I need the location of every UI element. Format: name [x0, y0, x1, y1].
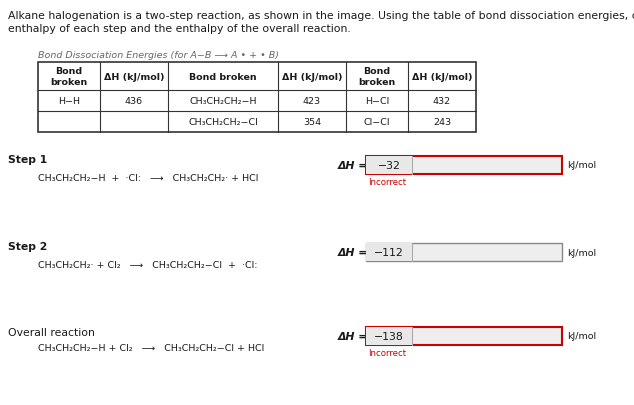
- Bar: [366, 327, 562, 345]
- Text: H−H: H−H: [58, 97, 80, 106]
- Bar: [38, 63, 476, 133]
- Text: kJ/mol: kJ/mol: [567, 248, 596, 257]
- Text: ΔH =: ΔH =: [338, 331, 368, 341]
- Text: Alkane halogenation is a two-step reaction, as shown in the image. Using the tab: Alkane halogenation is a two-step reacti…: [8, 11, 634, 21]
- Text: ΔH (kJ/mol): ΔH (kJ/mol): [104, 72, 164, 81]
- Text: Step 1: Step 1: [8, 155, 48, 164]
- Text: CH₃CH₂CH₂−H + Cl₂   ⟶   CH₃CH₂CH₂−Cl + HCl: CH₃CH₂CH₂−H + Cl₂ ⟶ CH₃CH₂CH₂−Cl + HCl: [38, 343, 264, 352]
- Text: 432: 432: [433, 97, 451, 106]
- Text: Bond
broken: Bond broken: [50, 67, 87, 87]
- Text: Step 2: Step 2: [8, 241, 48, 252]
- Bar: [366, 157, 412, 175]
- Text: Bond Dissociation Energies (for A−B ⟶ A • + • B): Bond Dissociation Energies (for A−B ⟶ A …: [38, 51, 279, 60]
- Text: −32: −32: [378, 161, 401, 171]
- Text: 436: 436: [125, 97, 143, 106]
- Text: 243: 243: [433, 118, 451, 127]
- Text: kJ/mol: kJ/mol: [567, 161, 596, 170]
- Text: enthalpy of each step and the enthalpy of the overall reaction.: enthalpy of each step and the enthalpy o…: [8, 24, 351, 34]
- Text: ΔH (kJ/mol): ΔH (kJ/mol): [411, 72, 472, 81]
- Text: −138: −138: [374, 331, 404, 341]
- Text: Bond broken: Bond broken: [189, 72, 257, 81]
- Text: ΔH =: ΔH =: [338, 161, 368, 171]
- Bar: [366, 243, 412, 261]
- Text: ΔH =: ΔH =: [338, 247, 368, 257]
- Bar: [366, 157, 562, 175]
- Text: 423: 423: [303, 97, 321, 106]
- Text: CH₃CH₂CH₂−Cl: CH₃CH₂CH₂−Cl: [188, 118, 258, 127]
- Text: CH₃CH₂CH₂−H: CH₃CH₂CH₂−H: [190, 97, 257, 106]
- Text: Overall reaction: Overall reaction: [8, 327, 95, 337]
- Bar: [366, 327, 412, 345]
- Text: 354: 354: [303, 118, 321, 127]
- Text: Cl−Cl: Cl−Cl: [364, 118, 391, 127]
- Text: H−Cl: H−Cl: [365, 97, 389, 106]
- Text: Incorrect: Incorrect: [368, 348, 406, 357]
- Text: −112: −112: [374, 247, 404, 257]
- Text: Bond
broken: Bond broken: [358, 67, 396, 87]
- Text: Incorrect: Incorrect: [368, 177, 406, 187]
- Bar: [366, 243, 562, 261]
- Text: ΔH (kJ/mol): ΔH (kJ/mol): [281, 72, 342, 81]
- Text: kJ/mol: kJ/mol: [567, 332, 596, 341]
- Text: CH₃CH₂CH₂· + Cl₂   ⟶   CH₃CH₂CH₂−Cl  +  ·Cl:: CH₃CH₂CH₂· + Cl₂ ⟶ CH₃CH₂CH₂−Cl + ·Cl:: [38, 260, 257, 269]
- Text: CH₃CH₂CH₂−H  +  ·Cl:   ⟶   CH₃CH₂CH₂· + HCl: CH₃CH₂CH₂−H + ·Cl: ⟶ CH₃CH₂CH₂· + HCl: [38, 174, 259, 183]
